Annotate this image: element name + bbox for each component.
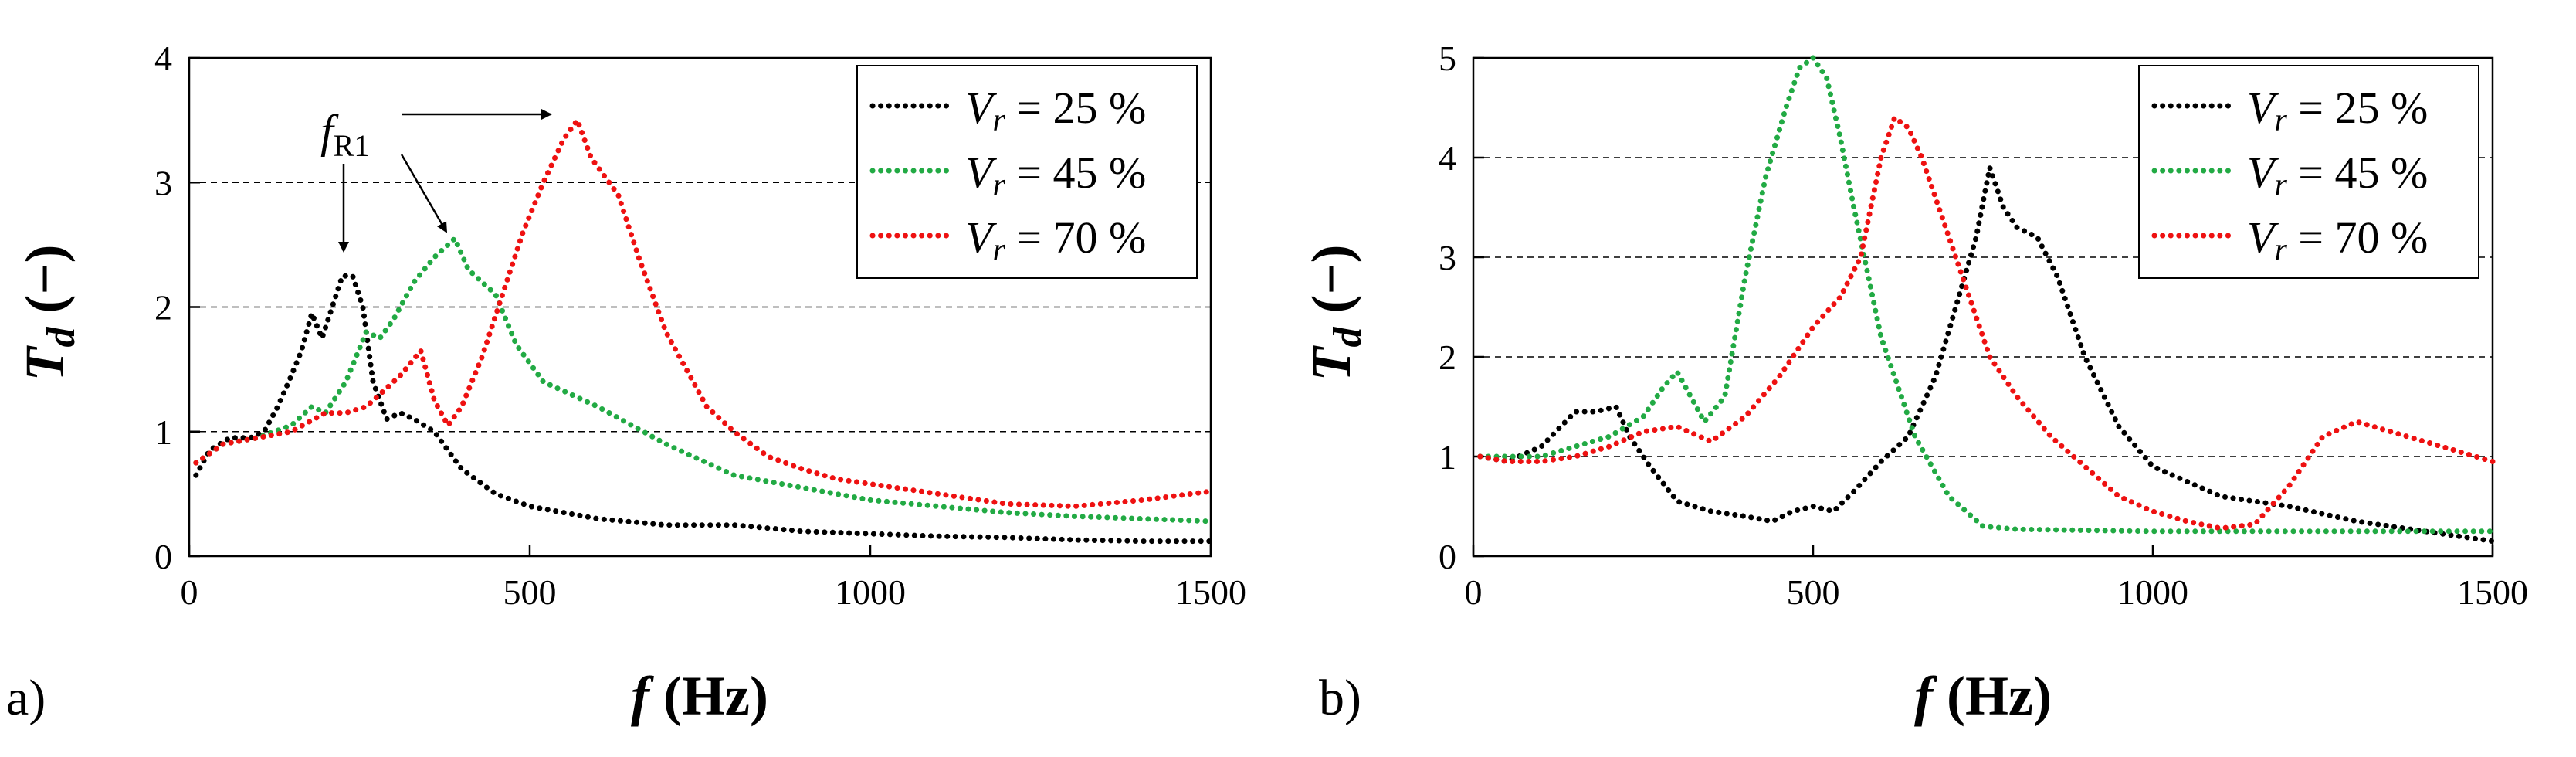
- y-tick-label: 2: [1439, 338, 1456, 377]
- x-tick-label: 0: [1465, 572, 1483, 612]
- legend: Vr = 25 % Vr = 45 % Vr = 70 %: [2138, 65, 2479, 279]
- y-tick-label: 2: [154, 288, 172, 328]
- x-tick-label: 1000: [835, 572, 906, 612]
- legend-entry: Vr = 70 %: [965, 212, 1146, 268]
- legend-entry: Vr = 70 %: [2247, 212, 2428, 268]
- annotation-arrow: [400, 154, 448, 233]
- y-tick-label: 0: [1439, 537, 1456, 576]
- y-tick-label: 3: [154, 163, 172, 202]
- x-axis-title: f (Hz): [1914, 665, 2052, 727]
- panel-label: a): [6, 670, 46, 726]
- panel-label: b): [1319, 670, 1361, 726]
- x-tick-label: 1000: [2117, 572, 2188, 612]
- y-tick-label: 1: [154, 412, 172, 452]
- series-line-1: [1477, 165, 2496, 545]
- x-tick-label: 0: [181, 572, 198, 612]
- x-tick-label: 500: [503, 572, 557, 612]
- y-tick-label: 3: [1439, 238, 1456, 277]
- y-tick-label: 5: [1439, 39, 1456, 78]
- y-tick-label: 4: [154, 39, 172, 78]
- y-tick-label: 1: [1439, 437, 1456, 477]
- series-line-2: [193, 236, 1214, 524]
- legend-entry: Vr = 45 %: [2247, 148, 2428, 203]
- legend: Vr = 25 % Vr = 45 % Vr = 70 %: [856, 65, 1198, 279]
- annotation-label: fR1: [320, 106, 369, 163]
- y-tick-label: 4: [1439, 138, 1456, 178]
- y-axis-title: Td (−): [14, 245, 83, 382]
- legend-entry: Vr = 45 %: [965, 148, 1146, 203]
- series-line-1: [193, 273, 1214, 545]
- series-line-3: [1477, 114, 2496, 531]
- x-tick-label: 1500: [1175, 572, 1246, 612]
- legend-entry: Vr = 25 %: [965, 83, 1146, 138]
- legend-entry: Vr = 25 %: [2247, 83, 2428, 138]
- x-tick-label: 500: [1787, 572, 1840, 612]
- resonance-annotation: fR1: [320, 106, 552, 253]
- y-axis-title: Td (−): [1300, 245, 1370, 382]
- series-line-2: [1477, 55, 2496, 535]
- y-tick-label: 0: [154, 537, 172, 576]
- x-tick-label: 1500: [2457, 572, 2528, 612]
- x-axis-title: f (Hz): [631, 665, 768, 727]
- series-line-3: [193, 117, 1214, 509]
- plot-frame: [1472, 56, 2494, 558]
